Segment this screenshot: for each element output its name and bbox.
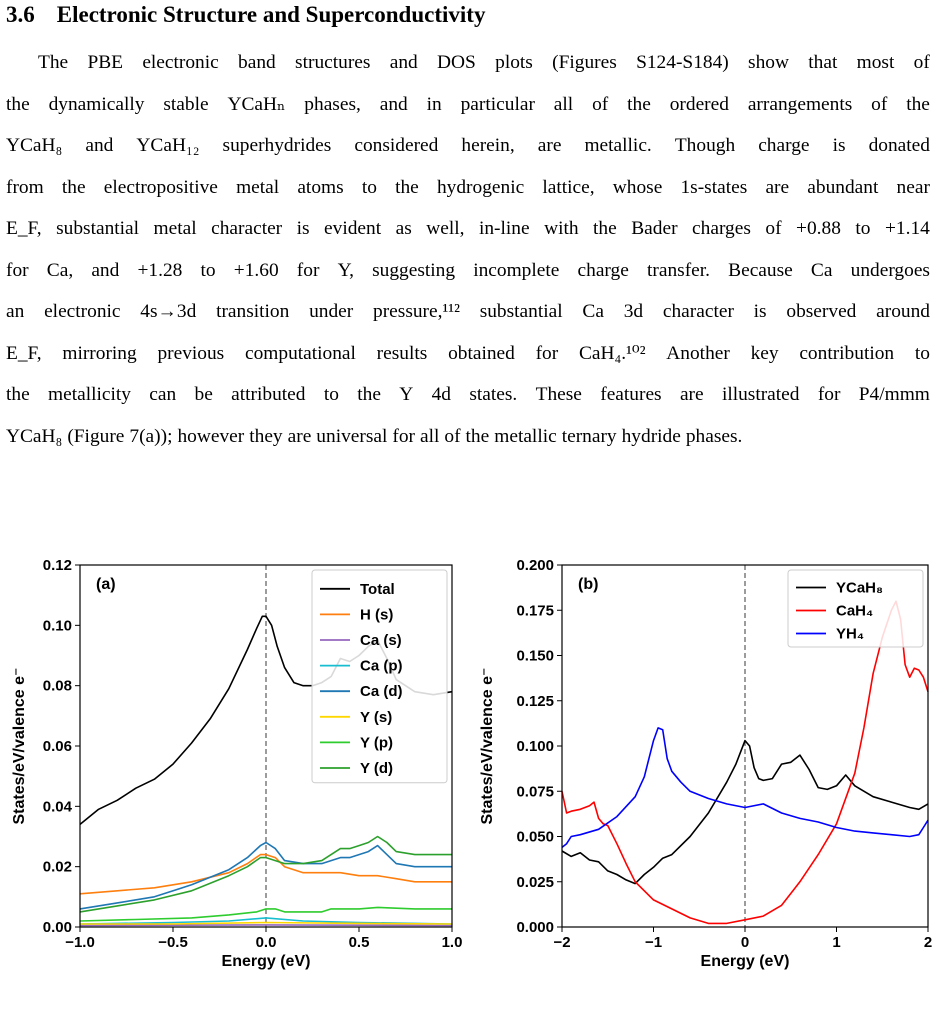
y-tick-label: 0.02: [43, 859, 72, 876]
legend-box: [787, 569, 924, 648]
y-tick-label: 0.06: [43, 738, 72, 755]
y-tick-label: 0.200: [516, 557, 554, 574]
figure-panel-b: −2 −1 0 1 2 0.000 0.025 0.050 0.075 0.100 0.125 0.1…: [470, 555, 948, 1010]
y-tick-label: 0.175: [516, 602, 554, 619]
paragraph-line: from the electropositive metal atoms to the hyd…: [6, 176, 930, 198]
y-tick-label: 0.08: [43, 678, 72, 695]
paragraph-line: E_F, substantial metal character is evident as…: [6, 218, 930, 239]
legend-label: Ca (s): [360, 632, 402, 649]
legend-label: YCaH₈: [836, 580, 883, 597]
y-axis-label: States/eV/valence e⁻: [11, 668, 28, 825]
series-line-6: [79, 906, 452, 922]
legend-label: Y (p): [360, 734, 393, 751]
x-tick-label: 1: [832, 934, 840, 951]
y-tick-label: 0.050: [516, 829, 554, 846]
paragraph-line: an electronic 4s→3d transition under pressure…: [6, 301, 930, 322]
x-axis-label: Energy (eV): [701, 953, 790, 970]
section-number: 3.6: [6, 2, 35, 27]
series-line-0: [561, 739, 929, 885]
paragraph-line: the metallicity can be attributed to the Y 4d sta…: [6, 384, 930, 405]
x-tick-label: −2: [553, 934, 570, 951]
paragraph-line: E_F, mirroring previous computational result…: [6, 342, 930, 364]
y-tick-label: 0.000: [516, 919, 554, 936]
series-line-7: [79, 835, 452, 913]
legend-label: CaH₄: [836, 603, 873, 620]
y-tick-label: 0.04: [43, 798, 73, 815]
x-axis-label: Energy (eV): [222, 953, 311, 970]
legend-label: Y (d): [360, 760, 393, 777]
series-line-2: [79, 924, 453, 927]
x-tick-label: −0.5: [158, 934, 188, 951]
x-tick-label: 1.0: [442, 934, 463, 951]
chart-svg: −2 −1 0 1 2 0.000 0.025 0.050 0.075 0.100 0.125 0.1…: [479, 557, 932, 970]
y-axis-label: States/eV/valence e⁻: [479, 668, 496, 825]
x-tick-label: −1: [645, 934, 662, 951]
series-line-3: [79, 917, 453, 925]
y-tick-label: 0.10: [43, 617, 72, 634]
section-title: Electronic Structure and Superconductivi…: [56, 2, 486, 27]
series-line-2: [561, 727, 929, 849]
legend-label: YH₄: [836, 626, 864, 643]
paragraph-line: YCaH₈ and YCaH₁₂ superhydrides considered her…: [6, 135, 930, 156]
legend-label: Ca (d): [360, 683, 403, 700]
legend-box: [311, 569, 448, 784]
legend-label: H (s): [360, 606, 393, 623]
y-tick-label: 0.12: [43, 557, 72, 574]
y-tick-label: 0.025: [516, 874, 554, 891]
x-tick-label: 2: [924, 934, 932, 951]
section-heading: 3.6 Electronic Structure and Superconduct…: [6, 2, 485, 28]
paragraph-line: The PBE electronic band structures and DOS plot…: [38, 52, 930, 73]
paragraph-line: YCaH₈ (Figure 7(a)); however they are universa…: [6, 425, 743, 447]
panel-label: (a): [96, 576, 116, 593]
legend-label: Total: [360, 581, 395, 598]
y-tick-label: 0.00: [43, 919, 72, 936]
series-line-4: [79, 841, 452, 910]
x-tick-label: −1.0: [65, 934, 95, 951]
y-tick-label: 0.075: [516, 783, 554, 800]
panel-label: (b): [578, 576, 598, 593]
y-tick-label: 0.125: [516, 693, 554, 710]
y-tick-label: 0.100: [516, 738, 554, 755]
chart-svg: −1.0 −0.5 0.0 0.5 1.0 0.00 0.02 0.04 0.06 0.08 0.1…: [11, 557, 463, 970]
body-paragraph: The PBE electronic band structures and DOS plot…: [6, 42, 930, 457]
series-line-5: [80, 921, 453, 925]
paragraph-line: the dynamically stable YCaHₙ phases, and in par…: [6, 93, 930, 115]
y-tick-label: 0.150: [516, 648, 554, 665]
x-tick-label: 0.5: [349, 934, 370, 951]
figure-panel-a: −1.0 −0.5 0.0 0.5 1.0 0.00 0.02 0.04 0.06 0.08 0.1…: [0, 555, 475, 1010]
paragraph-line: for Ca, and +1.28 to +1.60 for Y, suggesting inco…: [6, 259, 930, 281]
legend-label: Y (s): [360, 709, 392, 726]
x-tick-label: 0: [741, 934, 749, 951]
x-tick-label: 0.0: [256, 934, 277, 951]
legend-label: Ca (p): [360, 658, 403, 675]
